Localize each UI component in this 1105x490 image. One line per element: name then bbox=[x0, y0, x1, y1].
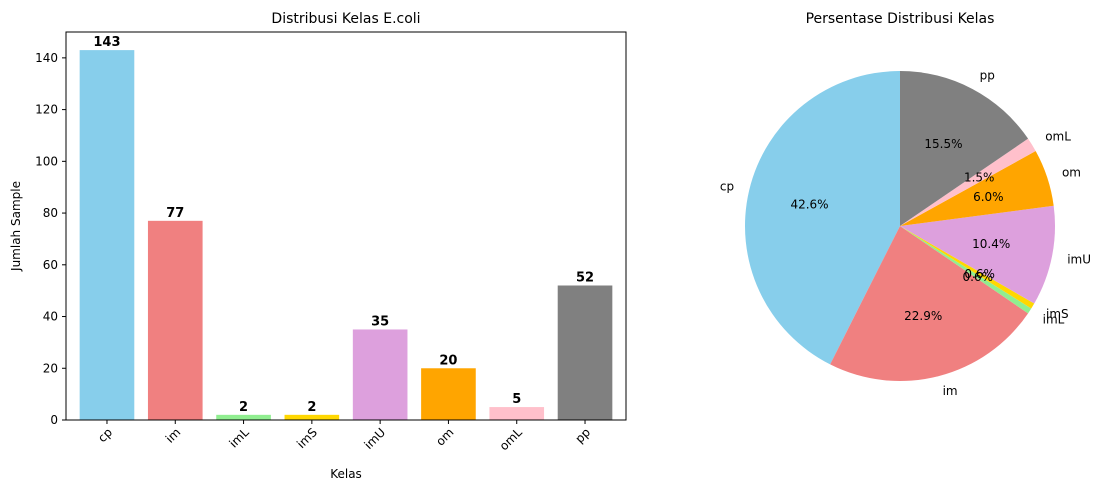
pie-label-pp: pp bbox=[980, 68, 995, 82]
bar-value-label-imS: 2 bbox=[307, 400, 316, 415]
y-tick-label-60: 60 bbox=[43, 258, 58, 272]
bar-im bbox=[147, 220, 203, 420]
pie-wedge-omL bbox=[900, 138, 1036, 226]
pie-label-imS: imS bbox=[1046, 307, 1069, 321]
x-tick-label-om: om bbox=[433, 425, 456, 448]
bar-plot-frame bbox=[65, 31, 627, 421]
pie-label-om: om bbox=[1062, 166, 1081, 180]
pie-chart-title: Persentase Distribusi Kelas bbox=[806, 11, 995, 27]
pie-label-omL: omL bbox=[1045, 130, 1071, 144]
y-tick-label-80: 80 bbox=[43, 206, 58, 220]
bar-imL bbox=[216, 414, 271, 420]
pie-label-im: im bbox=[943, 384, 958, 398]
pie-wedges bbox=[745, 71, 1056, 381]
bar-x-axis-label: Kelas bbox=[330, 467, 362, 481]
pie-percent-cp: 42.6% bbox=[790, 197, 828, 211]
bar-y-axis-label: Jumlah Sample bbox=[9, 181, 23, 272]
y-tick-label-140: 140 bbox=[35, 51, 58, 65]
y-tick-label-20: 20 bbox=[43, 361, 58, 375]
x-tick-label-imL: imL bbox=[226, 425, 251, 450]
y-tick-label-100: 100 bbox=[35, 154, 58, 168]
pie-percent-imU: 10.4% bbox=[972, 237, 1010, 251]
x-tick-label-pp: pp bbox=[572, 425, 593, 446]
x-tick-label-imS: imS bbox=[294, 425, 320, 451]
bar-imS bbox=[284, 414, 340, 420]
pie-percent-pp: 15.5% bbox=[924, 137, 962, 151]
bar-chart-title: Distribusi Kelas E.coli bbox=[271, 11, 420, 27]
bar-value-label-cp: 143 bbox=[93, 35, 120, 50]
bar-value-label-imU: 35 bbox=[371, 314, 389, 329]
pie-percent-im: 22.9% bbox=[904, 309, 942, 323]
bar-x-axis: cp im imL imS imU om omL pp bbox=[95, 420, 593, 453]
bar-data-labels: 143 77 2 2 35 20 5 52 bbox=[93, 35, 594, 415]
x-tick-label-imU: imU bbox=[362, 425, 389, 452]
pie-wedge-imS bbox=[900, 226, 1035, 309]
pie-wedge-pp bbox=[900, 71, 1029, 226]
pie-label-imL: imL bbox=[1043, 312, 1065, 326]
pie-wedge-im bbox=[830, 226, 1029, 381]
pie-percent-om: 6.0% bbox=[973, 190, 1004, 204]
pie-wedge-om bbox=[900, 151, 1054, 226]
bar-om bbox=[421, 368, 476, 420]
bar-cp bbox=[79, 50, 135, 421]
pie-percent-imL: 0.6% bbox=[963, 270, 994, 284]
x-tick-label-omL: omL bbox=[497, 425, 525, 453]
y-tick-label-0: 0 bbox=[50, 413, 58, 427]
pie-percent-labels: 42.6%22.9%0.6%0.6%10.4%6.0%1.5%15.5% bbox=[790, 137, 1010, 323]
pie-percent-omL: 1.5% bbox=[964, 170, 995, 184]
bar-value-label-pp: 52 bbox=[576, 270, 594, 285]
bar-value-label-im: 77 bbox=[166, 206, 184, 221]
pie-label-cp: cp bbox=[720, 180, 734, 194]
bar-value-label-imL: 2 bbox=[239, 400, 248, 415]
bar-chart: Distribusi Kelas E.coli 143 77 2 2 35 20 5 52 0… bbox=[9, 11, 627, 481]
x-tick-label-cp: cp bbox=[95, 425, 115, 445]
bar-pp bbox=[557, 285, 613, 420]
bar-value-label-omL: 5 bbox=[512, 392, 521, 407]
y-tick-label-120: 120 bbox=[35, 103, 58, 117]
pie-wedge-imL bbox=[900, 226, 1032, 314]
y-tick-label-40: 40 bbox=[43, 310, 58, 324]
bar-marks bbox=[79, 50, 613, 421]
pie-wedge-imU bbox=[900, 205, 1056, 304]
bar-value-label-om: 20 bbox=[439, 353, 457, 368]
bar-imU bbox=[352, 329, 408, 420]
pie-wedge-cp bbox=[745, 71, 900, 365]
pie-percent-imS: 0.6% bbox=[964, 267, 995, 281]
x-tick-label-im: im bbox=[163, 425, 184, 446]
bar-y-axis: 0 20 40 60 80 100 120 140 bbox=[35, 51, 66, 427]
bar-omL bbox=[489, 407, 545, 420]
pie-label-imU: imU bbox=[1067, 252, 1091, 266]
